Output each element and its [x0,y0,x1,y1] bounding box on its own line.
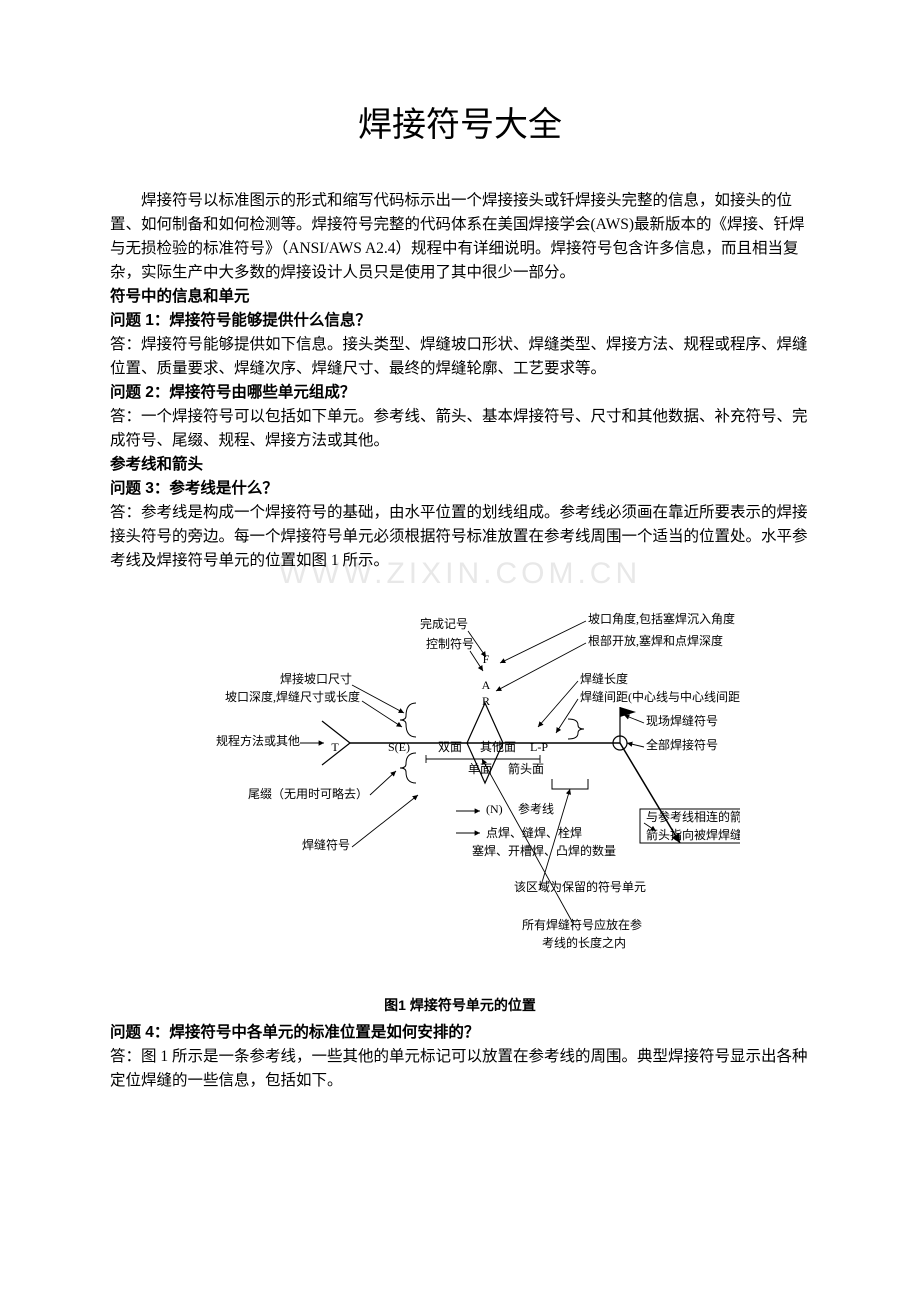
figure-1-svg: 完成记号控制符号 F 焊接坡口尺寸坡口深度,焊缝尺寸或长度 AR 规程方法或其他 T S(E… [180,583,740,983]
svg-text:(N): (N) [486,802,503,816]
question-3-answer: 答：参考线是构成一个焊接符号的基础，由水平位置的划线组成。参考线必须画在靠近所要… [110,501,810,573]
svg-text:所有焊缝符号应放在参: 所有焊缝符号应放在参 [522,917,642,932]
svg-text:F: F [483,652,490,666]
svg-text:点焊、缝焊、栓焊: 点焊、缝焊、栓焊 [486,825,582,840]
question-2-heading: 问题 2：焊接符号由哪些单元组成？ [110,381,810,405]
svg-text:该区域为保留的符号单元: 该区域为保留的符号单元 [514,879,646,894]
svg-text:现场焊缝符号: 现场焊缝符号 [646,713,718,728]
answer-prefix: 答： [110,336,141,353]
svg-text:塞焊、开槽焊、凸焊的数量: 塞焊、开槽焊、凸焊的数量 [472,843,616,858]
svg-text:其他面: 其他面 [480,740,516,754]
section-heading-1: 符号中的信息和单元 [110,285,810,309]
question-1-answer: 答：焊接符号能够提供如下信息。接头类型、焊缝坡口形状、焊缝类型、焊接方法、规程或… [110,333,810,381]
svg-text:焊接坡口尺寸: 焊接坡口尺寸 [280,671,352,686]
answer-body: 焊接符号能够提供如下信息。接头类型、焊缝坡口形状、焊缝类型、焊接方法、规程或程序… [110,336,808,377]
svg-text:双面: 双面 [438,740,462,754]
svg-text:S(E): S(E) [388,740,410,754]
answer-prefix: 答： [110,504,141,521]
question-4-answer: 答：图 1 所示是一条参考线，一些其他的单元标记可以放置在参考线的周围。典型焊接… [110,1045,810,1093]
svg-text:全部焊接符号: 全部焊接符号 [646,737,718,752]
svg-text:R: R [482,694,490,708]
svg-text:T: T [331,740,339,754]
svg-text:考线的长度之内: 考线的长度之内 [542,935,626,950]
svg-text:完成记号: 完成记号 [420,616,468,631]
svg-text:参考线: 参考线 [518,801,554,816]
svg-text:单面: 单面 [468,762,492,776]
answer-body: 参考线是构成一个焊接符号的基础，由水平位置的划线组成。参考线必须画在靠近所要表示… [110,504,808,569]
svg-text:箭头面: 箭头面 [508,761,544,776]
svg-text:规程方法或其他: 规程方法或其他 [216,733,300,748]
answer-body: 图 1 所示是一条参考线，一些其他的单元标记可以放置在参考线的周围。典型焊接符号… [110,1048,808,1089]
svg-text:尾缀（无用时可略去）: 尾缀（无用时可略去） [248,786,368,801]
question-3-heading: 问题 3：参考线是什么？ [110,477,810,501]
figure-1: 完成记号控制符号 F 焊接坡口尺寸坡口深度,焊缝尺寸或长度 AR 规程方法或其他 T S(E… [110,583,810,1017]
question-2-answer: 答：一个焊接符号可以包括如下单元。参考线、箭头、基本焊接符号、尺寸和其他数据、补… [110,405,810,453]
svg-text:与参考线相连的箭头: 与参考线相连的箭头 [646,809,740,824]
svg-text:L-P: L-P [530,740,548,754]
intro-paragraph: 焊接符号以标准图示的形式和缩写代码标示出一个焊接接头或钎焊接头完整的信息，如接头… [110,189,810,285]
section-heading-2: 参考线和箭头 [110,453,810,477]
page-title: 焊接符号大全 [110,100,810,153]
svg-text:焊缝符号: 焊缝符号 [302,837,350,852]
question-1-heading: 问题 1：焊接符号能够提供什么信息？ [110,309,810,333]
svg-text:坡口深度,焊缝尺寸或长度: 坡口深度,焊缝尺寸或长度 [225,689,360,704]
answer-body: 一个焊接符号可以包括如下单元。参考线、箭头、基本焊接符号、尺寸和其他数据、补充符… [110,408,808,449]
svg-text:焊缝间距(中心线与中心线间距): 焊缝间距(中心线与中心线间距) [580,689,740,704]
svg-text:箭头指向被焊焊缝: 箭头指向被焊焊缝 [646,827,740,842]
answer-prefix: 答： [110,1048,141,1065]
svg-text:坡口角度,包括塞焊沉入角度: 坡口角度,包括塞焊沉入角度 [588,611,735,626]
question-4-heading: 问题 4：焊接符号中各单元的标准位置是如何安排的？ [110,1021,810,1045]
svg-text:A: A [482,678,491,692]
svg-text:控制符号: 控制符号 [426,636,474,651]
answer-prefix: 答： [110,408,141,425]
svg-text:焊缝长度: 焊缝长度 [580,671,628,686]
svg-text:根部开放,塞焊和点焊深度: 根部开放,塞焊和点焊深度 [588,633,723,648]
figure-1-caption: 图1 焊接符号单元的位置 [110,995,810,1017]
